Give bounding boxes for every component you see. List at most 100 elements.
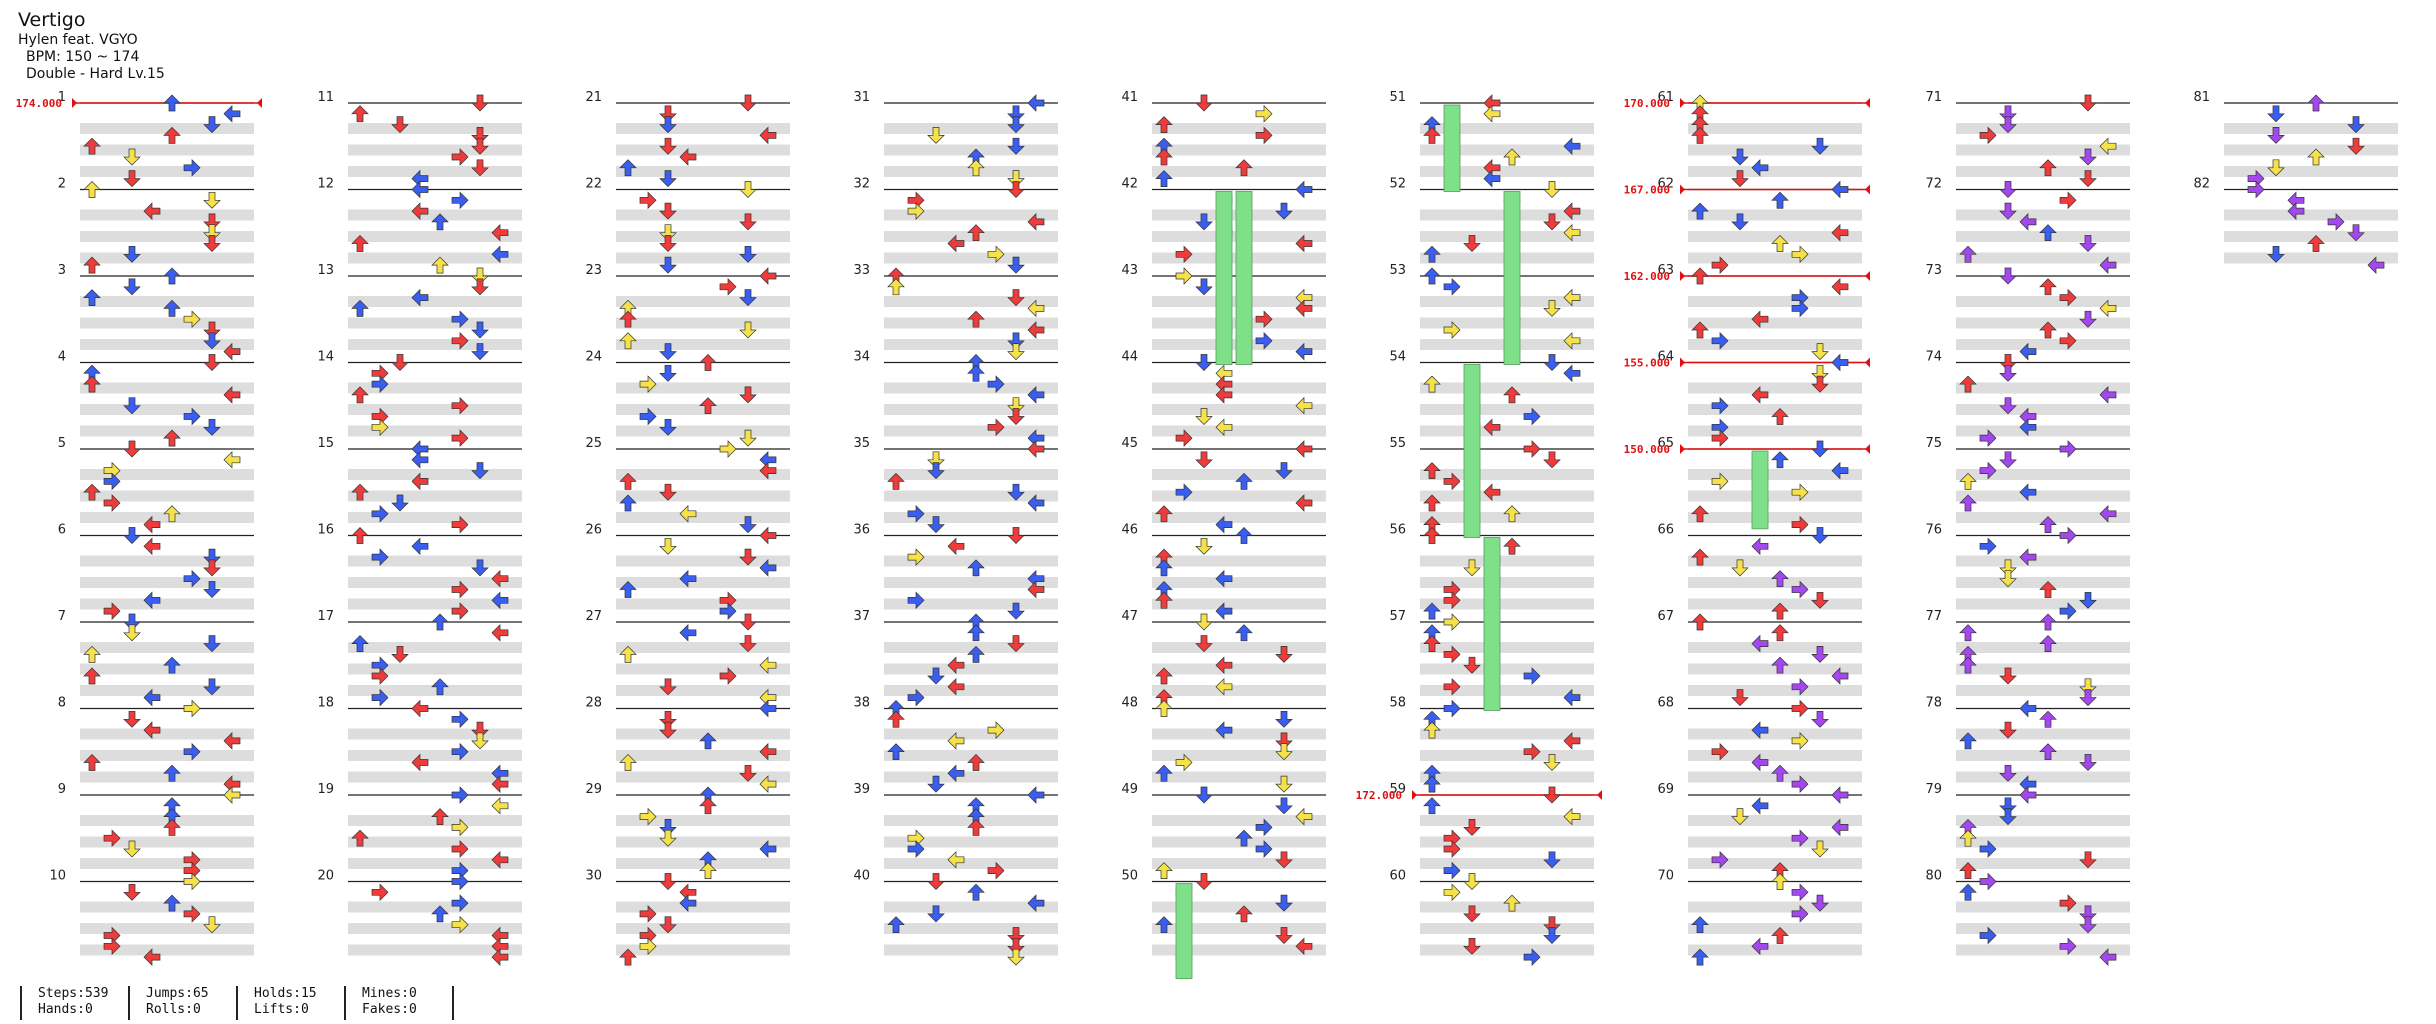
step-arrow <box>699 732 717 750</box>
step-arrow <box>1979 429 1997 447</box>
step-arrow-shape <box>619 159 637 177</box>
step-arrow <box>679 504 697 523</box>
step-arrow-shape <box>1791 299 1809 318</box>
step-arrow <box>123 883 141 901</box>
measure-number: 22 <box>585 177 602 192</box>
step-arrow-shape <box>1771 656 1789 674</box>
beat-band <box>1152 858 1326 869</box>
beat-band <box>2224 144 2398 156</box>
step-arrow-shape <box>1503 386 1521 404</box>
beat-band <box>1420 404 1594 415</box>
step-arrow <box>1831 223 1849 242</box>
measure-number: 26 <box>585 523 602 538</box>
beat-band <box>1688 728 1862 740</box>
beat-band <box>616 490 790 502</box>
step-arrow-shape <box>1195 635 1213 653</box>
step-arrow-shape <box>1423 775 1441 793</box>
step-arrow-shape <box>203 635 221 653</box>
step-arrow <box>1523 742 1541 761</box>
step-arrow-shape <box>1423 635 1441 652</box>
step-arrow-shape <box>2019 786 2037 804</box>
step-arrow-shape <box>2039 278 2057 296</box>
step-arrow <box>1235 829 1253 847</box>
step-arrow <box>123 440 141 458</box>
step-arrow-shape <box>1543 213 1561 231</box>
step-arrow-shape <box>1423 602 1441 620</box>
step-arrow <box>371 688 389 707</box>
stat-rolls: Rolls:0 <box>146 1002 201 1017</box>
bpm-marker-left <box>72 98 77 108</box>
step-arrow-shape <box>351 299 369 317</box>
beat-band <box>80 771 254 783</box>
step-arrow-shape <box>1523 440 1541 458</box>
step-arrow <box>1999 764 2017 782</box>
step-arrow <box>163 818 181 836</box>
beat-band <box>80 512 254 523</box>
step-arrow-shape <box>1999 202 2017 220</box>
step-arrow <box>1811 440 1829 458</box>
step-arrow-shape <box>471 267 489 285</box>
beat-band <box>1152 425 1326 437</box>
step-arrow <box>1483 483 1501 502</box>
beat-band <box>616 166 790 177</box>
step-arrow-shape <box>659 202 677 220</box>
beat-band <box>348 923 522 934</box>
beat-band <box>80 750 254 761</box>
step-arrow <box>223 450 241 469</box>
beat-band <box>616 728 790 740</box>
beat-band <box>1152 685 1326 696</box>
step-arrow <box>639 375 657 393</box>
step-arrow-shape <box>1771 408 1789 425</box>
step-arrow <box>163 267 181 285</box>
step-arrow-shape <box>947 234 965 253</box>
step-arrow <box>123 278 141 296</box>
step-arrow <box>411 472 429 491</box>
step-arrow <box>103 494 121 512</box>
step-arrow <box>927 905 945 923</box>
beat-band <box>1152 815 1326 826</box>
step-arrow <box>223 342 241 361</box>
step-arrow-shape <box>1523 742 1541 761</box>
step-arrow <box>1443 472 1461 491</box>
step-arrow-shape <box>1443 677 1461 696</box>
step-arrow-shape <box>1563 288 1581 307</box>
step-arrow-shape <box>2079 235 2097 252</box>
beat-band <box>1956 923 2130 934</box>
step-arrow-shape <box>1423 267 1441 285</box>
beat-band <box>884 490 1058 502</box>
step-arrow-shape <box>1751 634 1769 653</box>
beat-band <box>1956 555 2130 567</box>
step-arrow <box>1999 354 2017 371</box>
step-arrow <box>1543 300 1561 317</box>
step-arrow <box>1503 894 1521 912</box>
beat-band <box>616 598 790 610</box>
step-arrow-shape <box>1175 267 1193 285</box>
step-arrow <box>947 732 965 750</box>
step-arrow <box>2327 213 2345 231</box>
step-arrow <box>2307 235 2325 252</box>
step-arrow <box>1195 635 1213 653</box>
step-arrow-shape <box>83 289 101 306</box>
step-arrow <box>2039 710 2057 728</box>
step-arrow <box>1215 418 1233 437</box>
step-arrow <box>2079 678 2097 696</box>
step-arrow <box>947 764 965 783</box>
step-arrow-shape <box>471 321 489 339</box>
step-arrow-shape <box>1731 213 1749 231</box>
step-arrow-shape <box>1543 916 1561 934</box>
step-arrow-shape <box>1999 764 2017 782</box>
step-arrow <box>619 332 637 350</box>
step-arrow-shape <box>1215 515 1233 534</box>
step-arrow <box>1423 602 1441 620</box>
step-arrow-shape <box>619 472 637 490</box>
step-arrow <box>1295 234 1313 253</box>
step-arrow <box>1443 321 1461 339</box>
step-arrow <box>1235 527 1253 544</box>
beat-band <box>884 923 1058 934</box>
song-header: Vertigo Hylen feat. VGYO BPM: 150 ~ 174 … <box>18 8 165 83</box>
step-arrow <box>1007 602 1025 620</box>
beat-band <box>1152 750 1326 761</box>
step-arrow <box>491 223 509 242</box>
step-arrow-shape <box>739 548 757 566</box>
measure-number: 53 <box>1389 263 1406 278</box>
